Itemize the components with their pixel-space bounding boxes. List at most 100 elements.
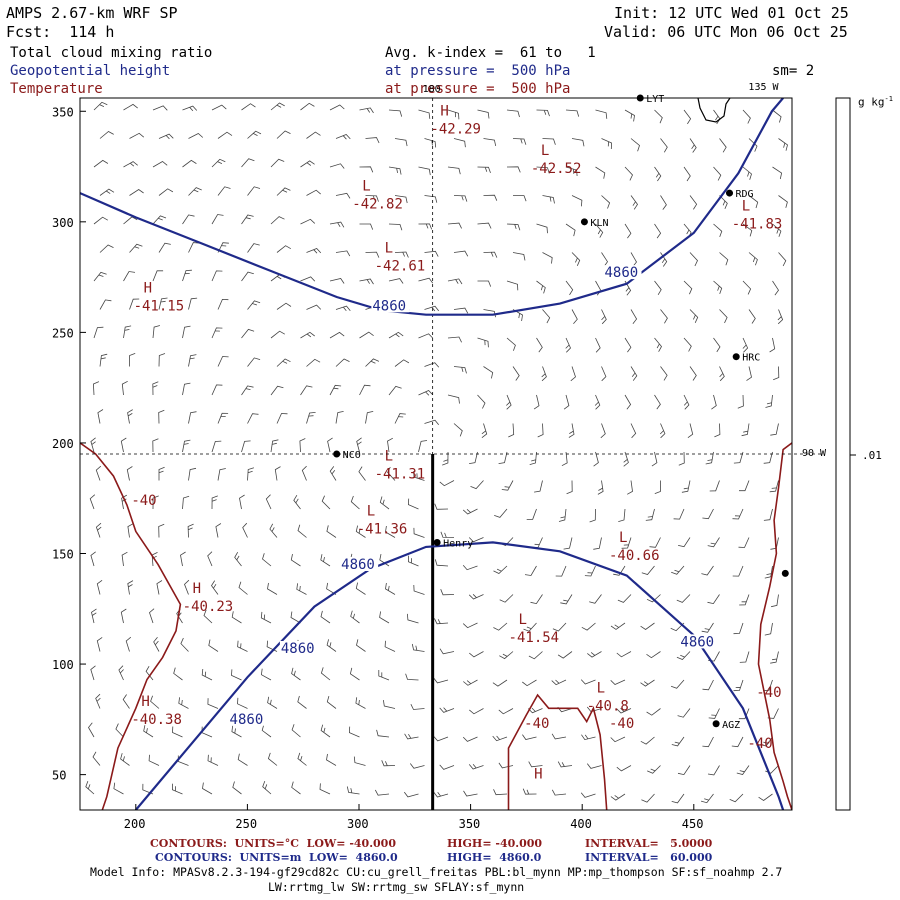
wind-barb — [182, 159, 197, 168]
y-tick-label: 250 — [52, 326, 74, 340]
model-info-line1: Model Info: MPASv8.2.3-194-gf29cd82c CU:… — [90, 865, 783, 879]
temperature-contour-label: -40 — [131, 493, 156, 509]
wind-barb — [262, 780, 272, 795]
longitude-label: 180 — [423, 84, 441, 95]
wind-barb — [536, 109, 550, 117]
wind-barb — [580, 679, 596, 685]
wind-barb — [689, 138, 697, 153]
wind-barb — [623, 451, 629, 467]
wind-barb — [241, 328, 255, 339]
wind-barb — [274, 466, 281, 481]
wind-barb — [90, 665, 96, 681]
wind-barb — [270, 330, 285, 339]
wind-barb — [270, 102, 285, 111]
wind-barb — [365, 358, 380, 367]
wind-barb — [701, 622, 714, 633]
wind-barb — [713, 223, 723, 238]
wind-barb — [418, 223, 433, 230]
wind-barb — [182, 325, 191, 339]
wind-barb — [477, 394, 486, 409]
station-label: HRC — [742, 353, 760, 364]
wind-barb — [270, 158, 285, 168]
wind-barb — [217, 412, 229, 424]
wind-barb — [306, 358, 321, 367]
wind-barb — [329, 104, 345, 111]
wind-barb — [627, 480, 633, 495]
wind-barb — [356, 437, 362, 453]
wind-barb — [301, 465, 307, 481]
low-marker: L — [519, 612, 527, 628]
height-contour-label: 4860 — [230, 712, 264, 728]
height-contour-label: 4860 — [605, 265, 639, 281]
wind-barb — [469, 451, 478, 464]
wind-barb — [630, 309, 638, 324]
wind-barb — [719, 195, 728, 209]
wind-barb — [121, 380, 128, 396]
wind-barb — [506, 337, 516, 351]
wind-barb — [630, 195, 638, 210]
wind-barb — [92, 381, 100, 396]
wind-barb — [522, 788, 537, 795]
wind-barb — [434, 618, 449, 625]
wind-barb — [705, 451, 714, 465]
wind-barb — [453, 195, 468, 202]
wind-barb — [764, 565, 773, 579]
wind-barb — [711, 394, 717, 410]
wind-barb — [601, 138, 613, 150]
wind-barb — [424, 195, 438, 203]
wind-barb — [580, 792, 596, 798]
wind-barb — [207, 551, 213, 567]
colorbar-unit: g kg-1 — [858, 96, 893, 108]
wind-barb — [91, 608, 97, 624]
wind-barb — [177, 755, 189, 766]
wind-barb — [404, 733, 419, 740]
wind-barb — [129, 189, 144, 196]
wind-barb — [702, 679, 714, 691]
wind-barb — [677, 765, 691, 776]
low-marker: L — [362, 179, 370, 195]
wind-barb — [260, 668, 272, 681]
wind-barb — [508, 423, 515, 438]
low-marker: L — [742, 198, 750, 214]
wind-barb — [568, 423, 575, 438]
wind-barb — [453, 366, 467, 374]
high-marker: H — [144, 280, 152, 296]
wind-barb — [660, 366, 668, 381]
wind-barb — [477, 337, 489, 348]
height-contour-4860 — [80, 98, 784, 316]
wind-barb — [211, 214, 224, 225]
wind-barb — [689, 366, 697, 381]
wind-barb — [439, 480, 455, 487]
wind-barb — [713, 337, 721, 353]
wind-barb — [469, 651, 484, 658]
wind-barb — [462, 622, 478, 629]
wind-barb — [477, 280, 492, 287]
wind-barb — [365, 195, 379, 202]
wind-barb — [158, 409, 165, 424]
wind-barb — [434, 503, 449, 510]
wind-barb — [329, 331, 345, 339]
wind-barb — [624, 109, 635, 122]
wind-barb — [641, 793, 655, 803]
wind-barb — [300, 218, 316, 225]
wind-barb — [385, 525, 396, 538]
wind-barb — [217, 131, 233, 139]
wind-barb — [506, 166, 521, 173]
wind-barb — [433, 736, 449, 742]
wind-barb — [150, 695, 160, 709]
wind-barb — [152, 161, 168, 168]
wind-barb — [211, 495, 218, 510]
wind-barb — [211, 384, 223, 396]
low-marker: L — [619, 530, 627, 546]
wind-barb — [494, 508, 508, 518]
wind-barb — [542, 195, 555, 204]
wind-barb — [247, 300, 261, 310]
wind-barb — [379, 554, 390, 567]
wind-barb — [447, 336, 462, 343]
wind-barb — [188, 297, 198, 310]
wind-barb — [123, 271, 136, 282]
height-label-bg — [603, 265, 642, 280]
wind-barb — [714, 423, 721, 438]
wind-barb — [120, 753, 130, 766]
wind-barb — [483, 366, 494, 379]
